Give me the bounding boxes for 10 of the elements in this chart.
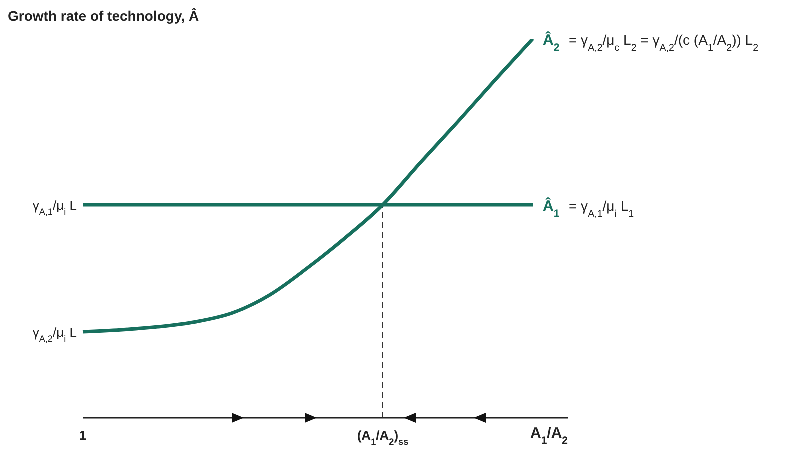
- x-axis-title: A$_{1}$/A$_{2}$: [530, 425, 568, 447]
- series-label: Â$_{1}$: [543, 197, 560, 220]
- x-tick-label: (A$_{1}$/A$_{2}$)$_{ss}$: [357, 428, 409, 447]
- annotation: γ$_{A,1}$/μ$_{i}$ L: [32, 198, 77, 217]
- series-label: Â$_{2}$: [543, 31, 560, 54]
- text: = γ$_{A,1}$/μ$_{i}$ L$_{1}$: [568, 198, 634, 220]
- annotation: γ$_{A,2}$/μ$_{i}$ L: [32, 324, 77, 344]
- text: = γ$_{A,2}$/μ$_{c}$ L$_{2}$ = γ$_{A,2}$/(c (A$_{1}$/A$_{2}$)) L$_{2}$: [568, 32, 759, 54]
- y-axis-title: Growth rate of technology, Â: [8, 8, 200, 24]
- x-tick-label: 1: [79, 428, 87, 443]
